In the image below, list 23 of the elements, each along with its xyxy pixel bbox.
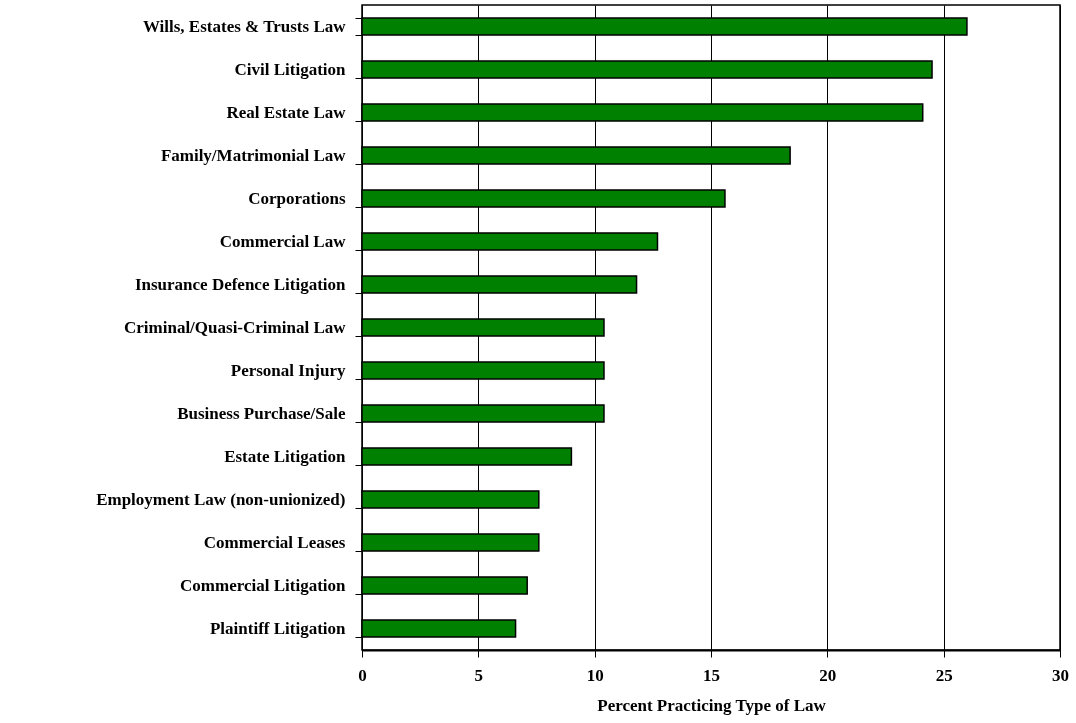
- x-tick-label: 10: [586, 665, 604, 685]
- y-tick-label: Civil Litigation: [234, 60, 347, 79]
- y-tick-label: Business Purchase/Sale: [177, 404, 346, 423]
- y-tick-label: Estate Litigation: [224, 447, 347, 466]
- y-tick-label: Personal Injury: [230, 361, 346, 380]
- y-tick-label: Plaintiff Litigation: [209, 619, 347, 638]
- x-tick-label: 25: [935, 665, 953, 685]
- y-tick-label: Criminal/Quasi-Criminal Law: [124, 318, 347, 337]
- x-axis-title: Percent Practicing Type of Law: [597, 695, 827, 715]
- y-tick-label: Commercial Litigation: [180, 576, 347, 595]
- x-tick-label: 30: [1052, 665, 1069, 685]
- y-tick-label: Corporations: [248, 189, 346, 208]
- x-tick-label: 0: [358, 665, 367, 685]
- y-tick-label: Insurance Defence Litigation: [134, 275, 347, 294]
- y-tick-label: Real Estate Law: [226, 103, 347, 122]
- y-tick-label: Commercial Leases: [203, 533, 346, 552]
- x-tick-label: 15: [703, 665, 720, 685]
- y-tick-label: Employment Law (non-unionized): [96, 490, 346, 509]
- y-tick-label: Family/Matrimonial Law: [160, 146, 347, 165]
- y-tick-label: Wills, Estates & Trusts Law: [142, 17, 347, 36]
- x-tick-label: 5: [474, 665, 484, 685]
- x-tick-label: 20: [819, 665, 837, 685]
- y-tick-label: Commercial Law: [219, 232, 347, 251]
